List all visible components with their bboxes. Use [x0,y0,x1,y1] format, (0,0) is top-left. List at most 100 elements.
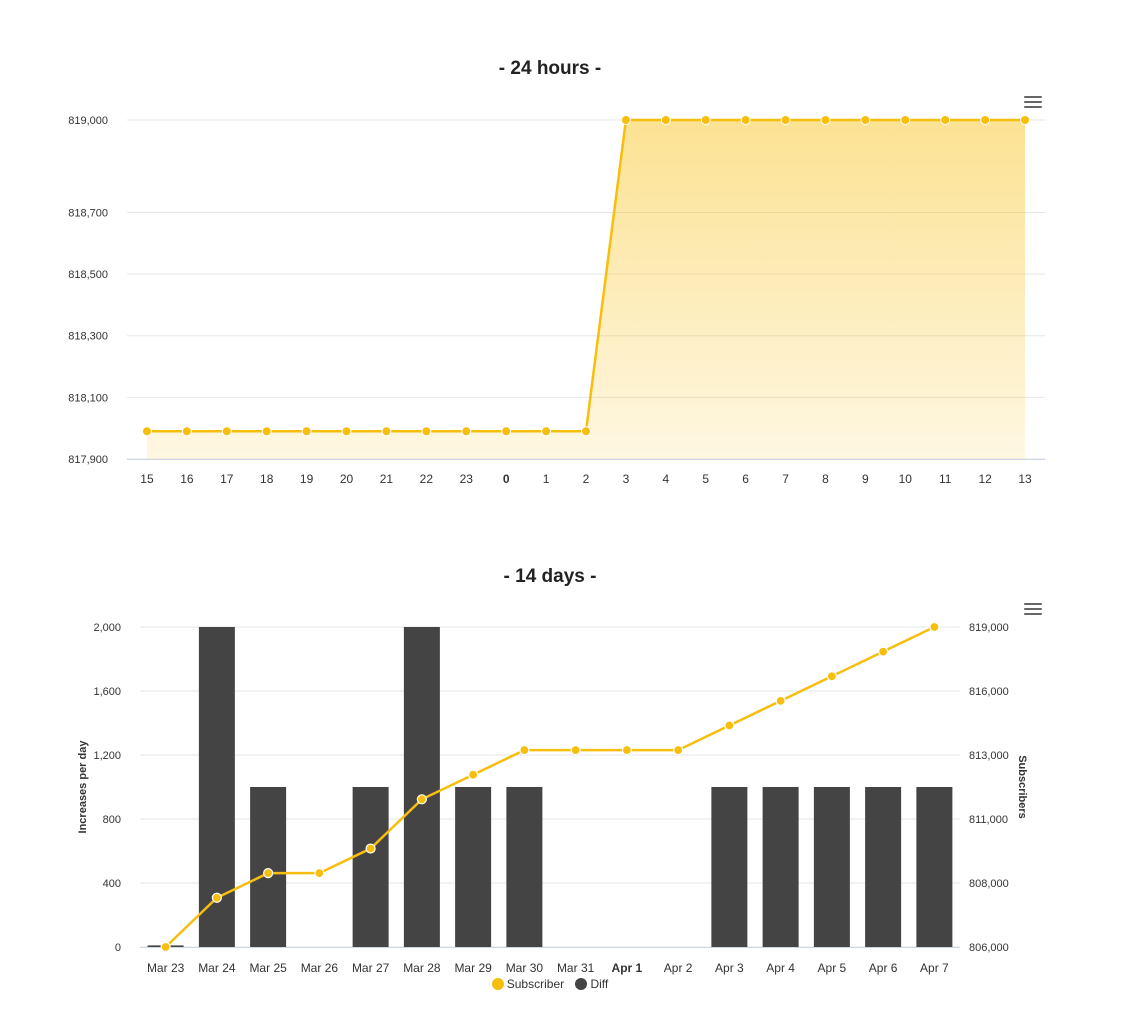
x-tick-label: 12 [978,472,992,486]
bar-diff [352,787,389,947]
chart-14-days: - 14 days - 0 400 800 1,200 1,600 2,000 806,00… [0,548,1124,1011]
data-point [181,426,192,437]
data-point-subscriber [929,621,940,633]
bar-diff [865,787,902,947]
data-point [421,426,432,437]
x-tick-label: 18 [260,472,274,486]
data-point-subscriber [878,646,889,657]
data-point-subscriber [775,695,786,706]
data-point-subscriber [314,868,325,879]
bar-diff [250,787,287,947]
y-tick-label: 2,000 [93,622,121,634]
legend-label-diff: Diff [590,977,609,991]
data-point [301,426,312,437]
x-tick-label: Mar 23 [147,961,185,975]
y-tick-label: 818,700 [68,207,108,219]
y2-tick-label: 813,000 [969,750,1009,762]
bar-diff [916,787,953,947]
x-tick-label: Mar 25 [249,961,287,975]
data-point [940,115,951,125]
chart-24-hours-plot: 817,900 818,100 818,300 818,500 818,700 819,0… [68,115,1045,486]
x-tick-label: 9 [862,472,869,486]
x-tick-label: 7 [782,472,789,486]
data-point [980,115,991,125]
data-point-subscriber [570,744,581,756]
chart-title-14-days: - 14 days - [503,566,597,587]
x-tick-label: 17 [220,472,234,486]
legend-item-diff[interactable]: Diff [575,977,608,991]
data-point [261,426,272,437]
chart-title-24-hours: - 24 hours - [498,58,602,79]
chart-24-hours: - 24 hours - 817,900 818,100 818,300 818,50… [0,40,1124,510]
y-tick-label: 800 [103,814,121,826]
x-tick-label: 8 [822,472,829,486]
data-point [700,115,711,125]
bar-diff [403,627,440,947]
data-point-subscriber [160,941,171,953]
y-tick-label: 400 [103,878,121,890]
x-tick-label: 1 [543,472,550,486]
subscriber-line [164,625,935,948]
hamburger-menu-icon[interactable] [1024,603,1042,617]
bar-diff [506,787,543,947]
data-point [381,426,392,437]
data-point [740,115,751,125]
x-tick-label: 6 [742,472,749,486]
hamburger-menu-icon[interactable] [1024,96,1042,110]
area-fill [146,120,1026,459]
y-tick-label: 818,500 [68,269,108,281]
bar-diff [711,787,748,947]
data-point [900,115,911,125]
x-tick-label: Mar 29 [454,961,492,975]
chart-14-days-plot: 0 400 800 1,200 1,600 2,000 806,000 808,000 811,… [77,621,1028,975]
x-tick-label: 0 [503,472,510,486]
x-tick-label: 5 [702,472,709,486]
data-point [820,115,831,125]
x-tick-label: Apr 1 [612,961,643,975]
x-tick-label: 21 [380,472,394,486]
y2-axis-title: Subscribers [1016,755,1028,819]
data-point-subscriber [365,843,376,854]
x-tick-label: Apr 7 [920,961,949,975]
bar-diff [813,787,850,947]
bar-diff [762,787,799,947]
y-tick-label: 1,600 [93,686,121,698]
x-tick-label: 2 [583,472,590,486]
bar-diff [455,787,492,947]
x-tick-label: Mar 24 [198,961,236,975]
x-tick-label: 16 [180,472,194,486]
y-tick-label: 0 [115,942,121,954]
y2-tick-label: 806,000 [969,942,1009,954]
x-tick-label: Apr 2 [664,961,693,975]
y-axis-title: Increases per day [77,740,89,834]
x-tick-label: 15 [140,472,154,486]
data-point [660,115,671,125]
legend-dot-subscriber [491,978,504,990]
data-point [1020,115,1031,125]
data-point [860,115,871,125]
y-tick-label: 818,100 [68,392,108,404]
y2-tick-label: 811,000 [969,814,1008,826]
y-tick-label: 817,900 [68,454,108,466]
y-tick-label: 819,000 [68,115,108,127]
data-point-subscriber [263,868,274,879]
data-point-subscriber [621,744,632,756]
data-point [341,426,352,437]
x-tick-label: Mar 28 [403,961,441,975]
data-point [620,115,631,125]
legend-label-subscriber: Subscriber [506,977,565,991]
x-tick-label: 13 [1018,472,1032,486]
data-point-subscriber [724,720,735,731]
x-tick-label: 4 [662,472,669,486]
data-point-subscriber [673,744,684,756]
data-point [221,426,232,437]
legend-item-subscriber[interactable]: Subscriber [491,977,565,991]
x-tick-label: Apr 5 [818,961,847,975]
data-point [141,426,152,437]
x-tick-label: Apr 6 [869,961,898,975]
data-point-subscriber [519,744,530,756]
x-tick-label: Mar 26 [301,961,339,975]
x-tick-label: Apr 3 [715,961,744,975]
data-point-subscriber [826,671,837,682]
y2-tick-label: 808,000 [969,878,1009,890]
